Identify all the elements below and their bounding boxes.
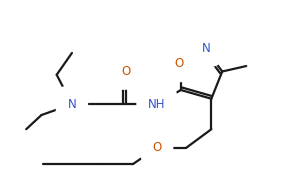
Text: O: O xyxy=(152,141,161,154)
Text: O: O xyxy=(174,57,183,70)
Text: NH: NH xyxy=(148,98,166,111)
Text: N: N xyxy=(67,98,76,111)
Text: N: N xyxy=(201,42,210,55)
Text: O: O xyxy=(122,65,131,78)
